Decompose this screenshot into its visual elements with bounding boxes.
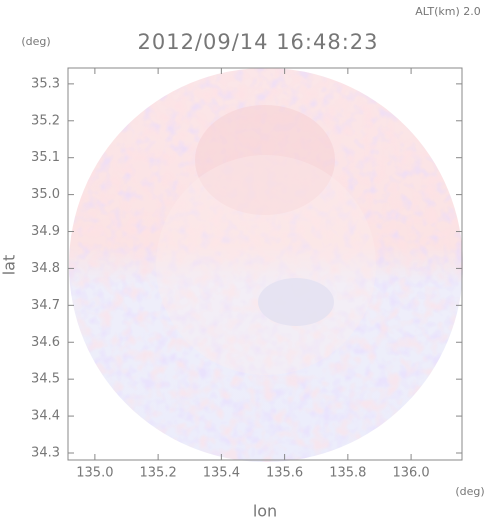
- plot-frame: [67, 67, 463, 461]
- y-tick-label: 34.6: [31, 335, 60, 350]
- y-tick-label: 34.9: [31, 224, 60, 239]
- y-tick-label: 34.7: [31, 298, 60, 313]
- y-tick-label: 35.2: [31, 113, 60, 128]
- x-tick-label: 135.2: [140, 466, 177, 481]
- x-axis-label: lon: [253, 502, 277, 521]
- x-tick-label: 135.6: [266, 466, 303, 481]
- y-tick-label: 34.5: [31, 372, 60, 387]
- chart-title: 2012/09/14 16:48:23: [137, 30, 378, 54]
- y-tick-label: 34.4: [31, 409, 60, 424]
- x-tick-label: 135.8: [329, 466, 366, 481]
- y-unit: (deg): [21, 35, 50, 48]
- y-axis-label: lat: [0, 255, 19, 276]
- y-tick-label: 35.3: [31, 76, 60, 91]
- radar-field: [69, 68, 463, 462]
- y-tick-label: 35.0: [31, 187, 60, 202]
- altitude-label: ALT(km) 2.0: [415, 5, 481, 18]
- y-tick-label: 34.3: [31, 445, 60, 460]
- x-tick-label: 135.4: [203, 466, 240, 481]
- y-tick-label: 34.8: [31, 261, 60, 276]
- y-tick-label: 35.1: [31, 150, 60, 165]
- x-tick-label: 136.0: [392, 466, 429, 481]
- x-tick-label: 135.0: [76, 466, 113, 481]
- x-unit: (deg): [455, 485, 484, 498]
